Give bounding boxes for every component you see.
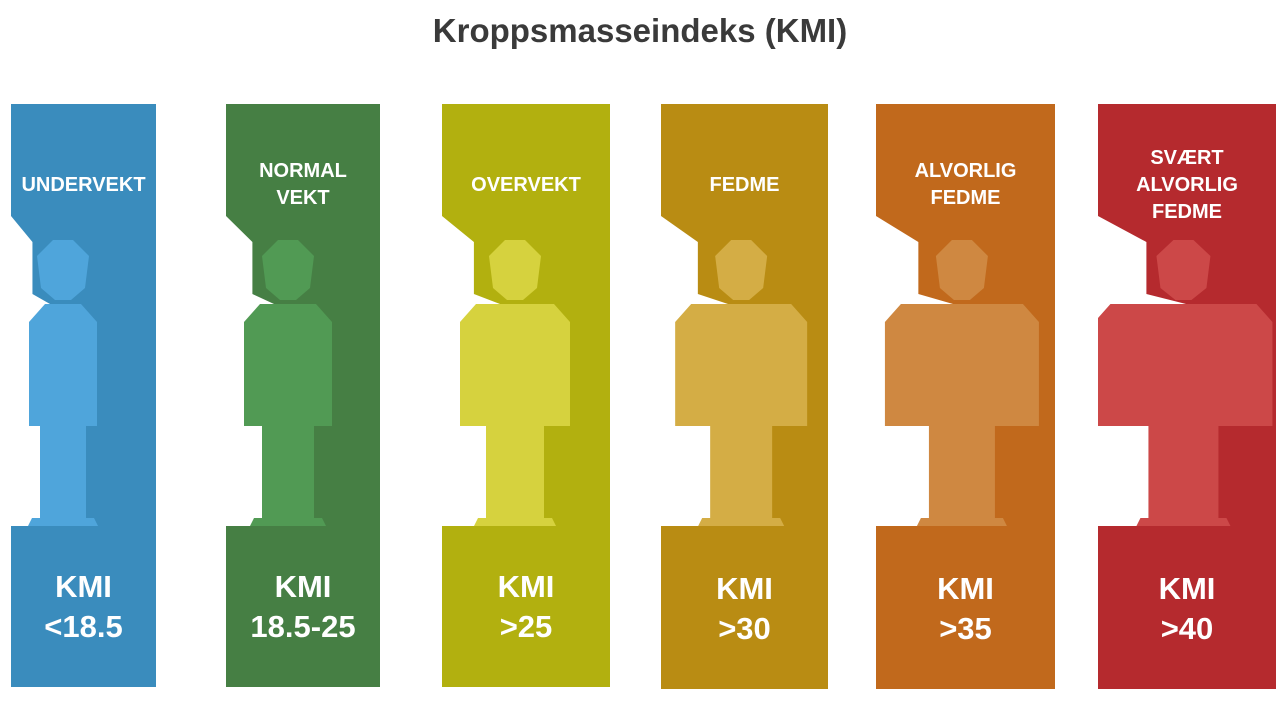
category-panel: UNDERVEKT KMI <18.5 (11, 104, 156, 687)
category-panel: NORMAL VEKT KMI 18.5-25 (226, 104, 380, 687)
category-label: UNDERVEKT (21, 173, 146, 196)
kmi-value: KMI >35 (876, 569, 1055, 649)
kmi-value: KMI <18.5 (11, 567, 156, 647)
kmi-value: KMI 18.5-25 (226, 567, 380, 647)
person-icon (28, 240, 98, 526)
kmi-value: KMI >25 (442, 567, 610, 647)
category-panel: OVERVEKT KMI >25 (442, 104, 610, 687)
category-panel: FEDME KMI >30 (661, 104, 828, 689)
category-panel: SVÆRT ALVORLIG FEDME KMI >40 (1098, 104, 1276, 689)
person-icon (460, 240, 570, 526)
kmi-range: >25 (499, 609, 553, 644)
kmi-label: KMI (274, 569, 332, 604)
kmi-range: 18.5-25 (250, 609, 356, 644)
kmi-label: KMI (937, 571, 994, 606)
panel-graphic (1098, 104, 1276, 689)
category-label: SVÆRT ALVORLIG FEDME (1136, 146, 1238, 223)
panel-graphic (11, 104, 156, 687)
kmi-value: KMI >30 (661, 569, 828, 649)
page-title: Kroppsmasseindeks (KMI) (432, 12, 848, 49)
person-icon (675, 240, 808, 526)
panel-graphic (226, 104, 380, 687)
kmi-value: KMI >40 (1098, 569, 1276, 649)
category-label: NORMAL VEKT (259, 160, 347, 209)
panel-graphic (661, 104, 828, 689)
panel-graphic (442, 104, 610, 687)
kmi-range: <18.5 (44, 609, 123, 644)
category-label: FEDME (709, 173, 780, 196)
kmi-range: >40 (1160, 611, 1214, 646)
category-label: OVERVEKT (471, 173, 581, 196)
person-icon (1098, 240, 1273, 526)
category-panel: ALVORLIG FEDME KMI >35 (876, 104, 1055, 689)
kmi-range: >30 (718, 611, 771, 646)
kmi-label: KMI (716, 571, 773, 606)
kmi-range: >35 (939, 611, 992, 646)
person-icon (244, 240, 332, 526)
kmi-label: KMI (55, 569, 112, 604)
kmi-label: KMI (1158, 571, 1216, 606)
category-label: ALVORLIG FEDME (914, 160, 1017, 209)
kmi-label: KMI (497, 569, 555, 604)
person-icon (884, 240, 1039, 526)
panel-graphic (876, 104, 1055, 689)
